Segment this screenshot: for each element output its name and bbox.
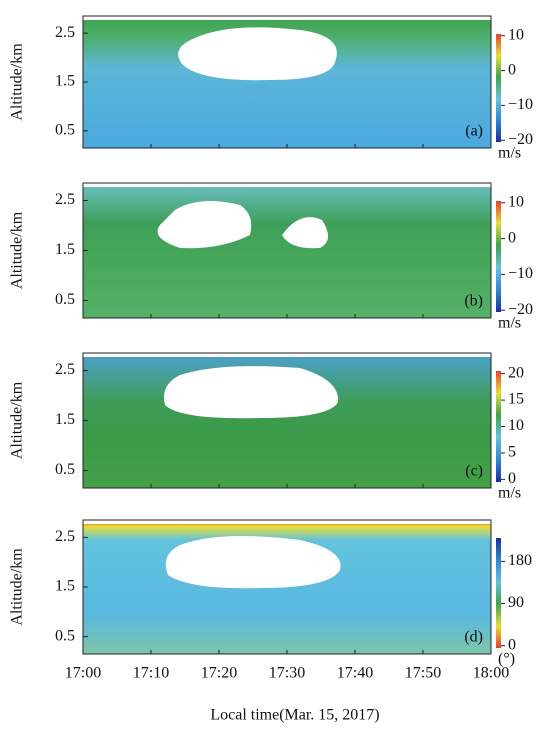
colorbar-unit: (°) [498,651,515,668]
y-tick-label: 0.5 [55,291,75,308]
cloud-gap [178,27,337,81]
colorbar-unit: m/s [498,315,521,332]
colorbar-tick-label: 0 [508,470,516,487]
colorbar-tick-label: 10 [508,193,524,210]
colorbar-unit: m/s [498,145,521,162]
colorbar-unit: m/s [498,485,521,502]
panel-label: (b) [464,293,483,310]
colorbar-tick-label: 20 [508,364,524,381]
colorbar [496,201,501,312]
y-axis-label: Altitude/km [9,211,26,289]
y-tick-label: 0.5 [55,122,75,139]
colorbar-tick-label: −10 [508,96,533,113]
x-axis-label: Local time(Mar. 15, 2017) [210,707,379,724]
colorbar-tick-label: −20 [508,301,533,318]
x-tick-label: 18:00 [473,665,509,682]
colorbar-tick-label: 0 [508,636,516,653]
sky-gap [83,353,491,357]
cloud-gap [157,201,329,249]
panel-label: (c) [465,463,483,480]
y-tick-label: 2.5 [55,528,75,545]
x-tick-label: 17:40 [337,665,373,682]
colorbar-tick-label: −10 [508,265,533,282]
x-tick-label: 17:10 [133,665,169,682]
sky-gap [83,16,491,20]
y-tick-label: 2.5 [55,361,75,378]
y-tick-label: 1.5 [55,241,75,258]
colorbar-tick-label: 10 [508,417,524,434]
y-tick-label: 2.5 [55,24,75,41]
y-tick-label: 1.5 [55,411,75,428]
cloud-gap [165,536,341,589]
y-tick-label: 1.5 [55,73,75,90]
colorbar-tick-label: 90 [508,594,524,611]
cloud-gap [164,366,339,419]
y-tick-label: 0.5 [55,461,75,478]
sky-gap [83,183,491,187]
y-axis-label: Altitude/km [9,43,26,121]
panel-label: (d) [464,629,483,646]
y-tick-label: 0.5 [55,627,75,644]
colorbar [496,34,501,142]
colorbar-tick-label: 0 [508,61,516,78]
colorbar-tick-label: −20 [508,131,533,148]
x-tick-label: 17:00 [65,665,101,682]
colorbar-tick-label: 15 [508,391,524,408]
x-tick-label: 17:30 [269,665,305,682]
x-tick-label: 17:20 [201,665,237,682]
colorbar-tick-label: 180 [508,552,532,569]
x-tick-label: 17:50 [405,665,441,682]
heatmap-field [83,183,491,318]
y-tick-label: 1.5 [55,578,75,595]
y-tick-label: 2.5 [55,191,75,208]
panel-label: (a) [465,123,483,140]
y-axis-label: Altitude/km [9,548,26,626]
y-axis-label: Altitude/km [9,381,26,459]
colorbar-tick-label: 0 [508,229,516,246]
colorbar [496,538,501,648]
colorbar-tick-label: 5 [508,444,516,461]
colorbar [496,371,501,482]
sky-gap [83,520,491,524]
colorbar-tick-label: 10 [508,26,524,43]
